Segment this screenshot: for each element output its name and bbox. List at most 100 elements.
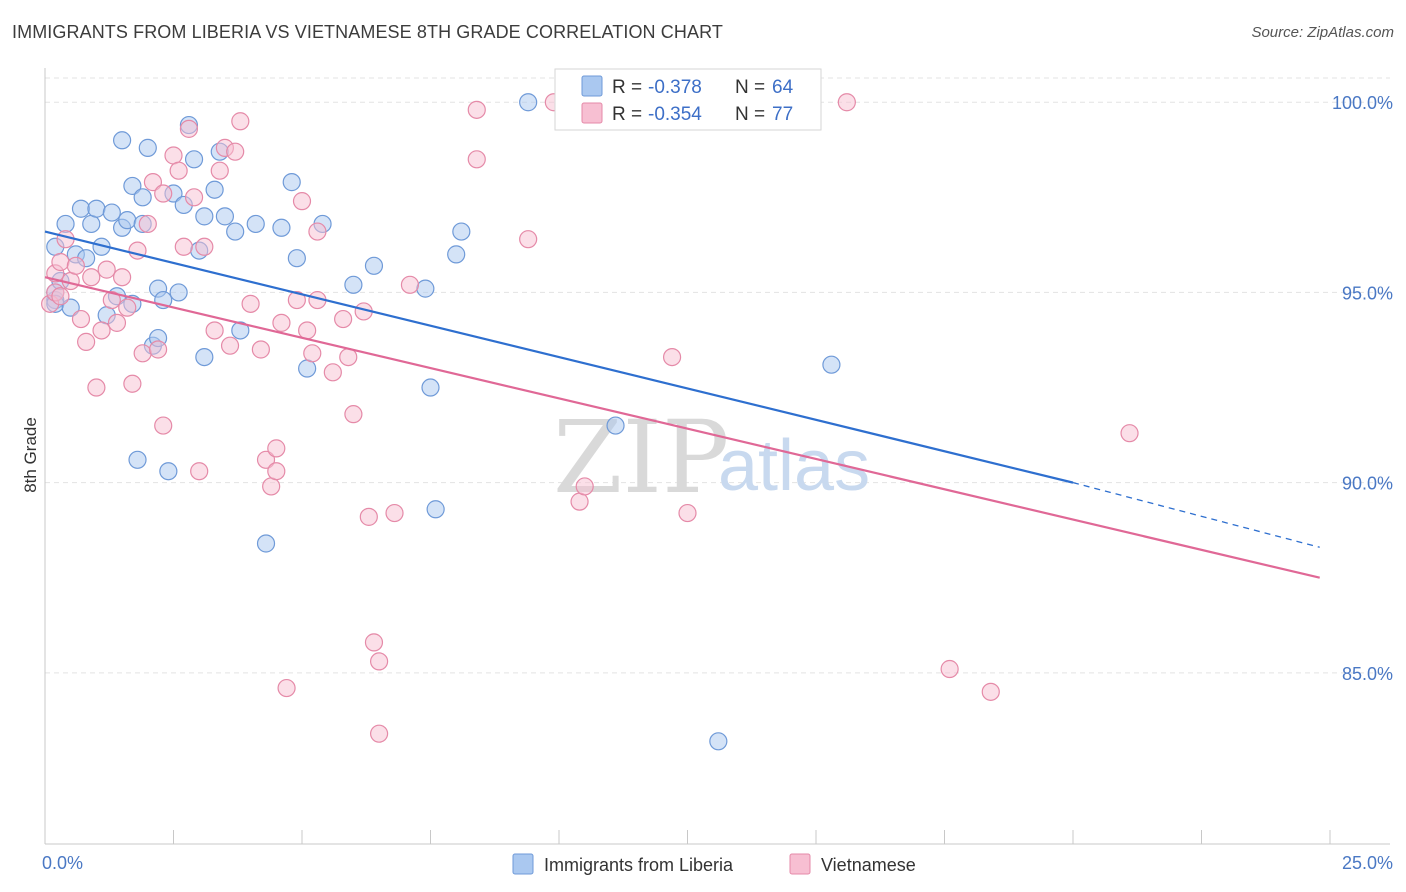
vietnamese-point — [118, 298, 137, 317]
vietnamese-point — [303, 344, 322, 363]
liberia-point — [246, 214, 265, 234]
liberia-point — [709, 732, 728, 751]
data-points — [41, 93, 1139, 751]
legend-pink-n-label: N = — [735, 104, 765, 125]
liberia-point — [452, 222, 471, 241]
vietnamese-point — [370, 652, 389, 671]
vietnamese-point — [184, 188, 204, 207]
vietnamese-point — [292, 192, 312, 211]
vietnamese-point — [519, 230, 538, 249]
vietnamese-point — [241, 294, 260, 313]
vietnamese-point — [981, 682, 1000, 701]
vietnamese-point — [112, 268, 132, 287]
vietnamese-point — [385, 503, 404, 523]
vietnamese-point — [66, 256, 85, 275]
y-tick-label: 100.0% — [1332, 93, 1393, 113]
y-tick-label: 95.0% — [1342, 283, 1393, 303]
liberia-point — [123, 176, 142, 196]
liberia-point — [195, 347, 214, 367]
vietnamese-point — [467, 150, 486, 169]
vietnamese-point — [210, 161, 229, 180]
legend-blue-n-label: N = — [735, 77, 765, 98]
vietnamese-point — [107, 313, 127, 332]
vietnamese-point — [370, 724, 389, 743]
vietnamese-point — [262, 477, 281, 496]
vietnamese-point — [123, 374, 142, 393]
vietnamese-point — [56, 230, 75, 249]
liberia-point — [822, 355, 841, 374]
y-tick-label: 85.0% — [1342, 664, 1393, 684]
liberia-point — [298, 359, 317, 378]
liberia-point — [226, 222, 245, 241]
vietnamese-point — [226, 142, 245, 161]
liberia-point — [71, 199, 91, 218]
legend-pink-r-label: R = — [612, 104, 642, 125]
vietnamese-point — [133, 344, 152, 363]
vietnamese-point — [364, 633, 384, 652]
liberia-point — [426, 500, 445, 519]
vietnamese-point — [256, 450, 276, 469]
liberia-point — [56, 214, 75, 234]
chart-title: IMMIGRANTS FROM LIBERIA VS VIETNAMESE 8T… — [12, 22, 723, 42]
watermark: ZIP atlas — [553, 399, 870, 516]
vietnamese-point — [400, 275, 420, 294]
liberia-point — [128, 450, 147, 469]
vietnamese-point — [220, 336, 240, 355]
vietnamese-point — [190, 462, 209, 481]
chart-source: Source: ZipAtlas.com — [1251, 24, 1394, 41]
vietnamese-point — [154, 416, 173, 435]
liberia-point — [169, 283, 188, 302]
tick-labels: 85.0% 90.0% 95.0% 100.0% 0.0% 25.0% — [42, 93, 1393, 873]
axes — [44, 68, 1390, 845]
vietnamese-point — [174, 237, 193, 256]
liberia-point — [519, 93, 538, 112]
vietnamese-point — [575, 477, 594, 496]
vietnamese-point — [71, 309, 91, 329]
vietnamese-point — [179, 119, 199, 138]
vietnamese-point — [467, 100, 486, 119]
liberia-point — [421, 378, 440, 397]
liberia-point — [82, 214, 101, 234]
vietnamese-point — [334, 309, 353, 329]
vietnamese-point — [267, 462, 286, 481]
liberia-point — [287, 249, 306, 268]
liberia-point — [344, 275, 363, 294]
vietnamese-point — [169, 161, 188, 180]
liberia-point — [364, 256, 384, 275]
vietnamese-point — [82, 268, 101, 287]
liberia-point — [231, 321, 250, 340]
liberia-point — [118, 211, 137, 230]
vietnamese-point — [272, 313, 291, 332]
liberia-point — [215, 207, 234, 226]
vietnamese-point — [195, 237, 214, 256]
x-tick-label: 0.0% — [42, 853, 83, 873]
legend-pink-r-value: -0.354 — [648, 104, 702, 125]
vietnamese-point — [87, 378, 106, 397]
legend-blue-swatch — [581, 75, 603, 97]
legend-pink-n-value: 77 — [772, 104, 793, 125]
vietnamese-point — [837, 93, 856, 112]
liberia-point — [272, 218, 291, 237]
vietnamese-point — [678, 503, 697, 523]
y-axis-label: 8th Grade — [21, 417, 40, 493]
vietnamese-point — [287, 290, 306, 310]
liberia-point — [184, 150, 204, 169]
vietnamese-point — [148, 340, 168, 359]
liberia-point — [112, 131, 132, 150]
vietnamese-point — [51, 287, 70, 306]
trend-lines — [44, 230, 1320, 579]
vietnamese-point — [231, 112, 250, 131]
vietnamese-point — [359, 507, 378, 526]
liberia-point — [102, 203, 121, 222]
vietnamese-point — [77, 332, 96, 351]
legend-blue-n-value: 64 — [772, 77, 794, 98]
vietnamese-point — [97, 260, 116, 279]
liberia-point — [282, 173, 301, 192]
y-tick-label: 90.0% — [1342, 474, 1393, 494]
vietnamese-point — [205, 321, 224, 340]
legend-blue-r-label: R = — [612, 77, 642, 98]
liberia-point — [256, 534, 276, 553]
vietnamese-point — [154, 184, 173, 203]
vietnamese-point — [308, 222, 327, 241]
liberia-point — [195, 207, 214, 226]
